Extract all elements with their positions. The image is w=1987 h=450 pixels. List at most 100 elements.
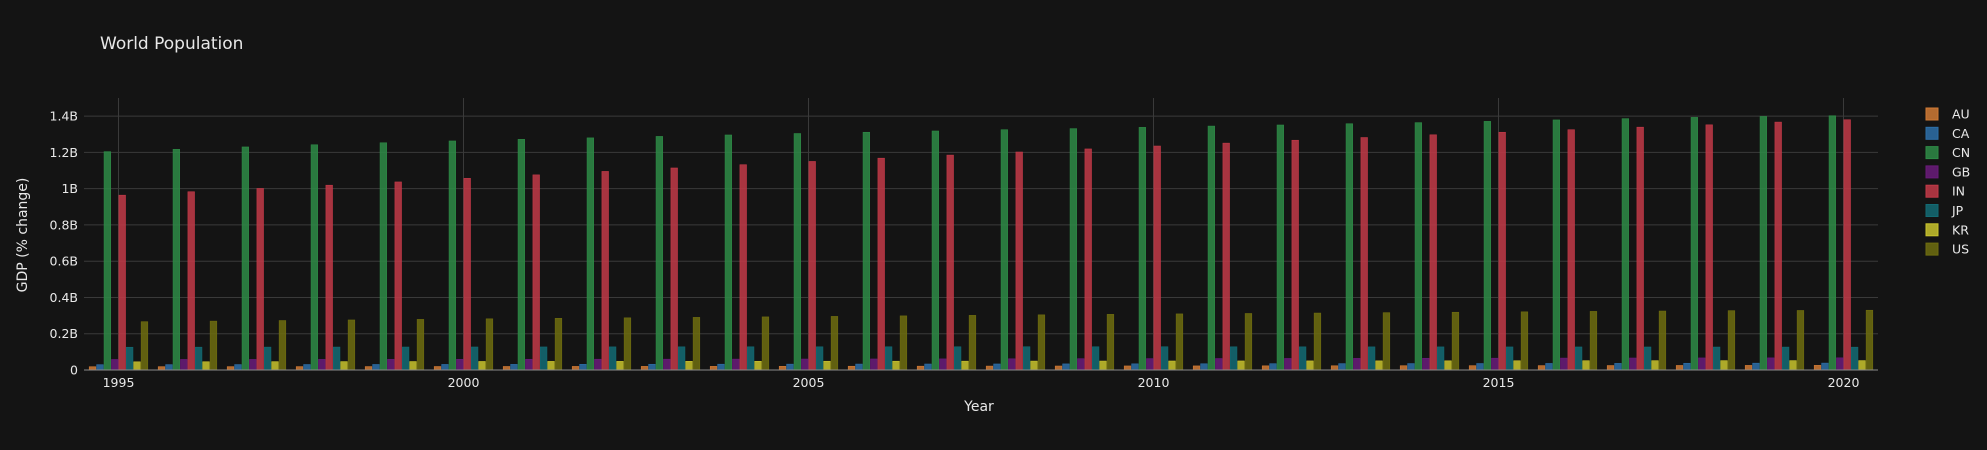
bar-au-2017[interactable] xyxy=(1606,365,1615,371)
bar-kr-2013[interactable] xyxy=(1375,360,1383,371)
bar-kr-2015[interactable] xyxy=(1513,360,1521,371)
bar-us-2014[interactable] xyxy=(1451,311,1460,371)
bar-au-2002[interactable] xyxy=(571,366,580,371)
bar-gb-1997[interactable] xyxy=(249,359,257,371)
bar-kr-1999[interactable] xyxy=(409,361,417,371)
bar-au-2018[interactable] xyxy=(1675,365,1684,371)
bar-gb-2001[interactable] xyxy=(525,358,533,371)
legend-item-us[interactable]: US xyxy=(1925,242,1969,257)
bar-cn-1996[interactable] xyxy=(172,149,180,371)
bar-in-1998[interactable] xyxy=(325,184,333,371)
bar-kr-2003[interactable] xyxy=(685,361,693,371)
bar-gb-2013[interactable] xyxy=(1353,358,1361,371)
bar-ca-2017[interactable] xyxy=(1614,363,1622,371)
bar-cn-2004[interactable] xyxy=(724,134,732,371)
bar-in-2018[interactable] xyxy=(1705,124,1713,371)
bar-ca-2001[interactable] xyxy=(510,364,518,371)
bar-cn-2012[interactable] xyxy=(1276,124,1284,371)
bar-cn-2006[interactable] xyxy=(862,131,870,371)
bar-au-1998[interactable] xyxy=(295,366,304,371)
bar-gb-2017[interactable] xyxy=(1629,357,1637,371)
bar-in-2003[interactable] xyxy=(670,167,678,371)
bar-in-1999[interactable] xyxy=(394,181,402,371)
bar-cn-1998[interactable] xyxy=(310,144,318,371)
bar-ca-2008[interactable] xyxy=(993,363,1001,371)
bar-cn-2010[interactable] xyxy=(1138,127,1146,371)
bar-in-2017[interactable] xyxy=(1636,126,1644,371)
bar-jp-2016[interactable] xyxy=(1575,346,1583,371)
bar-ca-2010[interactable] xyxy=(1131,363,1139,371)
bar-ca-1999[interactable] xyxy=(372,364,380,371)
bar-us-2018[interactable] xyxy=(1727,310,1736,371)
bar-us-1995[interactable] xyxy=(140,321,149,371)
bar-jp-2019[interactable] xyxy=(1782,346,1790,371)
bar-cn-2002[interactable] xyxy=(586,137,594,371)
bar-jp-2007[interactable] xyxy=(954,346,962,371)
bar-kr-2009[interactable] xyxy=(1099,360,1107,371)
bar-in-2015[interactable] xyxy=(1498,131,1506,371)
bar-gb-1995[interactable] xyxy=(111,359,119,371)
bar-cn-1999[interactable] xyxy=(379,142,387,371)
bar-au-2011[interactable] xyxy=(1192,365,1201,371)
bar-us-2012[interactable] xyxy=(1313,312,1322,371)
bar-kr-2005[interactable] xyxy=(823,360,831,371)
bar-kr-1997[interactable] xyxy=(271,361,279,371)
bar-ca-2009[interactable] xyxy=(1062,363,1070,371)
bar-ca-2007[interactable] xyxy=(924,363,932,371)
bar-gb-2011[interactable] xyxy=(1215,358,1223,371)
bar-gb-2019[interactable] xyxy=(1767,357,1775,371)
bar-kr-2001[interactable] xyxy=(547,361,555,371)
bar-kr-2000[interactable] xyxy=(478,361,486,371)
bar-cn-2009[interactable] xyxy=(1069,128,1077,371)
bar-jp-2009[interactable] xyxy=(1092,346,1100,371)
legend-item-gb[interactable]: GB xyxy=(1925,164,1970,179)
legend-item-au[interactable]: AU xyxy=(1925,107,1970,122)
bar-in-2000[interactable] xyxy=(463,178,471,371)
bar-kr-2014[interactable] xyxy=(1444,360,1452,371)
bar-ca-2019[interactable] xyxy=(1752,362,1760,371)
bar-kr-2011[interactable] xyxy=(1237,360,1245,371)
bar-in-2005[interactable] xyxy=(808,161,816,371)
bar-jp-1996[interactable] xyxy=(195,346,203,371)
bar-gb-2018[interactable] xyxy=(1698,357,1706,371)
bar-gb-1999[interactable] xyxy=(387,359,395,371)
bar-jp-1998[interactable] xyxy=(333,346,341,371)
bar-gb-2020[interactable] xyxy=(1836,357,1844,371)
bar-kr-2012[interactable] xyxy=(1306,360,1314,371)
legend-item-kr[interactable]: KR xyxy=(1925,222,1969,237)
bar-cn-2000[interactable] xyxy=(448,140,456,371)
bar-ca-1996[interactable] xyxy=(165,364,173,371)
bar-kr-2007[interactable] xyxy=(961,360,969,371)
bar-in-2002[interactable] xyxy=(601,171,609,371)
bar-kr-2020[interactable] xyxy=(1858,360,1866,371)
bar-cn-2020[interactable] xyxy=(1828,115,1836,371)
bar-us-2003[interactable] xyxy=(692,317,701,371)
bar-gb-2009[interactable] xyxy=(1077,358,1085,371)
legend-item-in[interactable]: IN xyxy=(1925,184,1965,199)
bar-au-2020[interactable] xyxy=(1813,365,1822,371)
bar-us-2013[interactable] xyxy=(1382,312,1391,371)
bar-kr-2019[interactable] xyxy=(1789,360,1797,371)
bar-au-2012[interactable] xyxy=(1261,365,1270,371)
bar-in-2011[interactable] xyxy=(1222,142,1230,371)
bar-jp-1999[interactable] xyxy=(402,346,410,371)
bar-us-1999[interactable] xyxy=(416,319,425,371)
bar-jp-2003[interactable] xyxy=(678,346,686,371)
bar-jp-2004[interactable] xyxy=(747,346,755,371)
bar-au-2006[interactable] xyxy=(847,365,856,371)
bar-kr-2010[interactable] xyxy=(1168,360,1176,371)
bar-us-1996[interactable] xyxy=(209,320,218,371)
bar-ca-2018[interactable] xyxy=(1683,362,1691,371)
bar-cn-1995[interactable] xyxy=(103,151,111,371)
bar-gb-2007[interactable] xyxy=(939,358,947,371)
bar-au-2019[interactable] xyxy=(1744,365,1753,371)
bar-au-2001[interactable] xyxy=(502,366,511,371)
bar-ca-2006[interactable] xyxy=(855,363,863,371)
bar-jp-2008[interactable] xyxy=(1023,346,1031,371)
bar-au-2013[interactable] xyxy=(1330,365,1339,371)
bar-au-2005[interactable] xyxy=(778,366,787,371)
bar-cn-2015[interactable] xyxy=(1483,121,1491,371)
bar-ca-2004[interactable] xyxy=(717,363,725,371)
bar-jp-2020[interactable] xyxy=(1851,346,1859,371)
bar-cn-2003[interactable] xyxy=(655,136,663,371)
